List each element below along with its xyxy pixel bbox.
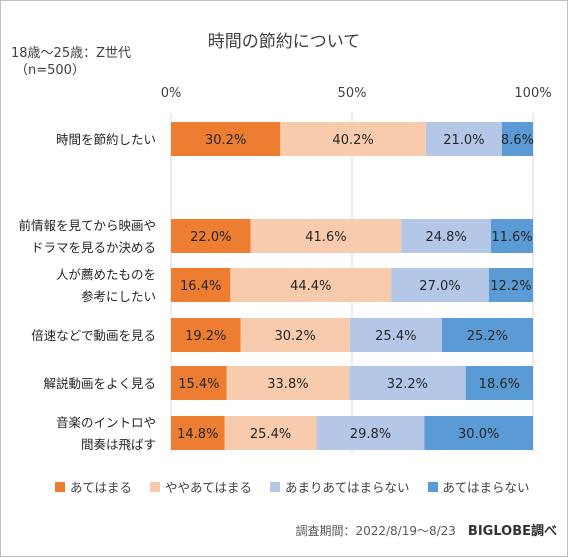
data-label: 22.0% (190, 230, 231, 245)
legend-item-agree: あてはまる (55, 477, 132, 496)
data-label: 11.6% (491, 230, 532, 245)
legend-label: あてはまらない (442, 480, 530, 495)
data-label: 25.2% (467, 329, 508, 344)
data-label: 16.4% (180, 279, 221, 294)
data-label: 41.6% (305, 230, 346, 245)
legend-label: ややあてはまる (165, 480, 253, 495)
legend-swatch (150, 481, 161, 492)
data-label: 18.6% (479, 377, 520, 392)
legend-swatch (270, 481, 281, 492)
bar-segment (501, 122, 533, 156)
data-label: 30.2% (205, 133, 246, 148)
category-label: 参考にしたい (81, 289, 156, 304)
bar-segment (425, 122, 502, 156)
bar-segment (171, 268, 231, 302)
legend-label: あてはまる (70, 480, 133, 495)
stacked-bar-chart: 0% 50% 100% 30.2% 40.2% 21.0% 8.6% 時間を節約したい 22.0… (18, 86, 552, 453)
bar-segment (230, 268, 392, 302)
source-brand: BIGLOBE調べ (467, 524, 557, 539)
bar-segment (171, 122, 281, 156)
data-label: 30.2% (275, 329, 316, 344)
bar-segment (349, 366, 466, 400)
subtitle-age-range: 18歳～25歳：Z世代 (11, 46, 131, 61)
legend-item-somewhat-agree: ややあてはまる (150, 477, 252, 496)
category-label: 倍速などで動画を見る (31, 328, 156, 343)
data-label: 8.6% (501, 133, 534, 148)
chart-title: 時間の節約について (207, 32, 361, 52)
data-label: 27.0% (419, 279, 460, 294)
category-label: 音楽のイントロや (56, 415, 156, 430)
data-label: 24.8% (425, 230, 466, 245)
bar-segment (226, 366, 350, 400)
bar-segment (240, 318, 350, 352)
category-label: 解説動画をよく見る (43, 376, 156, 391)
data-label: 12.2% (490, 279, 531, 294)
data-label: 32.2% (387, 377, 428, 392)
legend-item-disagree: あてはまらない (427, 477, 530, 496)
category-label: 前情報を見てから映画や (18, 218, 156, 233)
category-label: 人が薦めたものを (56, 267, 156, 282)
data-label: 30.0% (458, 427, 499, 442)
category-label: 間奏は飛ばす (81, 437, 156, 452)
bar-segment (171, 318, 241, 352)
legend-swatch (427, 481, 438, 492)
chart-source: 調査期間：2022/8/19～8/23 BIGLOBE調べ (295, 520, 557, 539)
data-label: 44.4% (290, 279, 331, 294)
data-label: 15.4% (178, 377, 219, 392)
bar-segment (171, 366, 227, 400)
category-label: ドラマを見るか決める (31, 240, 156, 255)
data-label: 25.4% (375, 329, 416, 344)
bar-segment (280, 122, 426, 156)
bar-segment (391, 268, 489, 302)
chart-legend: あてはまる ややあてはまる あまりあてはまらない あてはまらない (55, 477, 530, 496)
legend-swatch (55, 481, 65, 492)
bar-segment (441, 318, 533, 352)
bar-segment (316, 416, 425, 450)
chart-subtitle: 18歳～25歳：Z世代 （n=500） (11, 45, 131, 79)
x-tick-label: 0% (161, 86, 182, 101)
bar-segment (171, 219, 251, 253)
data-label: 25.4% (250, 427, 291, 442)
bar-segment (491, 219, 533, 253)
bar-segment (224, 416, 317, 450)
data-label: 40.2% (332, 133, 373, 148)
bar-segment (401, 219, 492, 253)
subtitle-sample-size: （n=500） (15, 63, 85, 78)
data-label: 14.8% (177, 427, 218, 442)
bar-segment (171, 416, 225, 450)
legend-label: あまりあてはまらない (285, 480, 410, 495)
bar-segment (488, 268, 533, 302)
legend-item-somewhat-disagree: あまりあてはまらない (270, 477, 410, 496)
category-label: 時間を節約したい (56, 132, 156, 147)
bar-segment (349, 318, 442, 352)
data-label: 33.8% (267, 377, 308, 392)
survey-period: 調査期間：2022/8/19～8/23 (295, 524, 456, 538)
x-tick-label: 100% (514, 86, 551, 101)
data-label: 29.8% (350, 427, 391, 442)
x-tick-label: 50% (338, 86, 367, 101)
bar-segment (250, 219, 402, 253)
bar-segment (424, 416, 533, 450)
data-label: 21.0% (443, 133, 484, 148)
data-label: 19.2% (185, 329, 226, 344)
bar-segment (465, 366, 533, 400)
